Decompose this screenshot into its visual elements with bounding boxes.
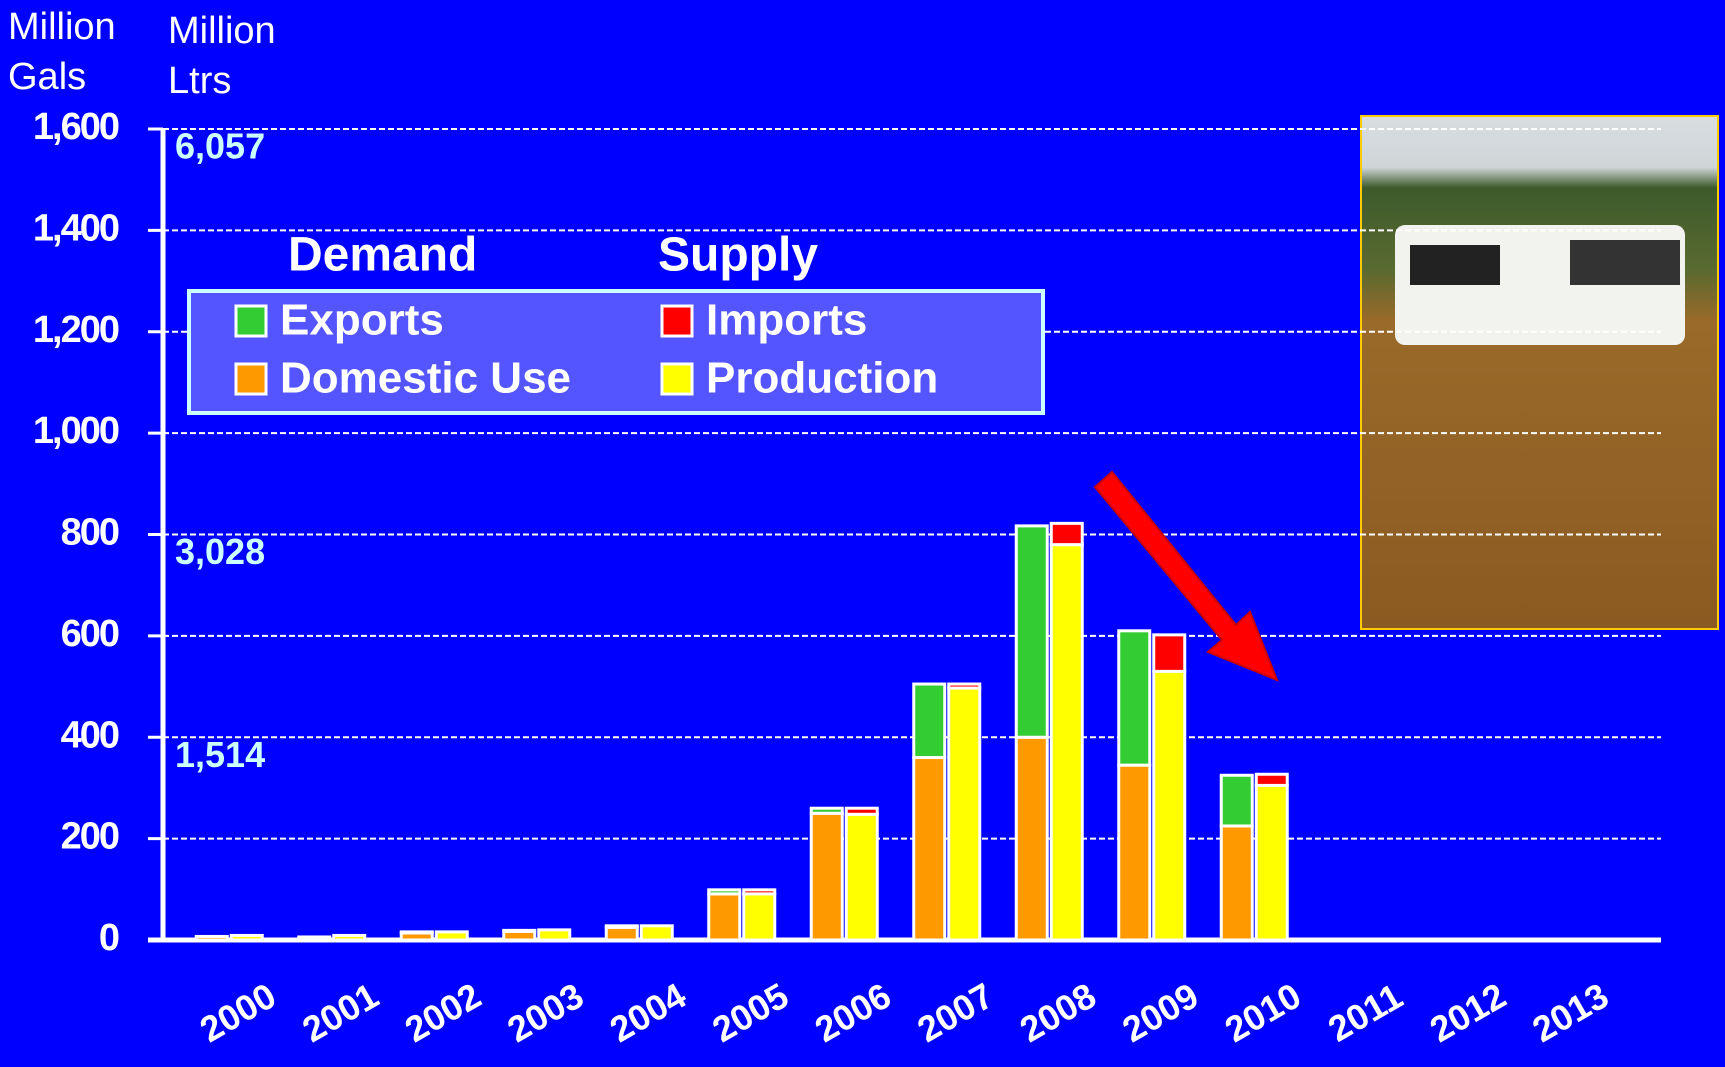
y-tick-label: 1,000 <box>33 410 119 452</box>
bar-segment <box>1117 763 1152 942</box>
bar-segment <box>194 934 229 942</box>
legend-title: Supply <box>658 229 818 282</box>
legend-title: Demand <box>288 229 477 282</box>
legend-label: Exports <box>280 296 444 345</box>
bar-segment <box>229 933 264 942</box>
legend-swatch <box>234 304 268 338</box>
x-tick-label: 2008 <box>1013 975 1103 1051</box>
bar-segment <box>1219 824 1254 942</box>
bar-segment <box>742 892 777 942</box>
y2-tick-label: 6,057 <box>175 126 265 167</box>
legend-swatch <box>660 304 694 338</box>
y-tick-label: 600 <box>61 613 119 655</box>
bar-segment <box>297 935 332 942</box>
bar-segment <box>947 686 982 942</box>
x-tick-label: 2007 <box>910 975 1000 1051</box>
bar-segment <box>1219 773 1254 828</box>
x-tick-label: 2011 <box>1321 975 1409 1050</box>
bar-segment <box>639 924 674 942</box>
bar-segment <box>1152 633 1187 673</box>
bar-segment <box>947 682 982 690</box>
bar-segment <box>502 928 537 933</box>
x-tick-label: 2002 <box>398 975 488 1051</box>
x-tick-label: 2012 <box>1423 975 1513 1051</box>
y-tick-label: 1,600 <box>33 106 119 148</box>
photo <box>1360 115 1719 630</box>
legend-label: Production <box>706 354 938 403</box>
bar-segment <box>707 888 742 896</box>
bar-segment <box>1254 783 1289 942</box>
x-tick-label: 2003 <box>500 975 590 1051</box>
x-tick-label: 2009 <box>1115 975 1205 1051</box>
bar-segment <box>1014 524 1049 739</box>
bar-segment <box>537 928 572 942</box>
x-tick-label: 2013 <box>1525 975 1615 1051</box>
legend-swatch <box>660 362 694 396</box>
bar-segment <box>604 924 639 929</box>
bar-segment <box>809 806 844 815</box>
bar-segment <box>332 933 367 942</box>
trend-arrow <box>1093 470 1279 682</box>
legend-swatch <box>234 362 268 396</box>
y-tick-label: 200 <box>61 816 119 858</box>
y-tick-label: 400 <box>61 714 119 756</box>
bar-segment <box>742 888 777 896</box>
bar-segment <box>434 930 469 942</box>
y-tick-label: 1,400 <box>33 207 119 249</box>
y-tick-label: 0 <box>99 917 119 959</box>
y-tick-label: 1,200 <box>33 309 119 351</box>
legend: Demand Exports Domestic Use Supply Imports Pr… <box>187 229 1045 415</box>
bar-segment <box>1117 629 1152 767</box>
bar-segment <box>604 925 639 942</box>
x-tick-label: 2006 <box>808 975 898 1051</box>
bar-segment <box>912 682 947 760</box>
bar-segment <box>1254 772 1289 787</box>
bar-segment <box>809 811 844 942</box>
y2-tick-label: 1,514 <box>175 734 265 775</box>
legend-label: Imports <box>706 296 867 345</box>
bar-segment <box>399 930 434 935</box>
bar-segment <box>1152 669 1187 942</box>
y2-tick-label: 3,028 <box>175 531 265 572</box>
y2-axis-label: Million Ltrs <box>168 10 276 102</box>
x-tick-label: 2005 <box>705 975 795 1051</box>
y-axis-label: Million Gals <box>8 6 116 98</box>
legend-label: Domestic Use <box>280 354 571 403</box>
bar-segment <box>844 812 879 942</box>
x-tick-label: 2010 <box>1218 975 1308 1051</box>
x-tick-label: 2001 <box>295 975 385 1051</box>
bar-segment <box>912 756 947 942</box>
y-tick-label: 800 <box>61 512 119 554</box>
bar-segment <box>844 806 879 816</box>
x-tick-label: 2000 <box>193 975 283 1051</box>
bar-segment <box>1014 735 1049 942</box>
bar-segment <box>707 892 742 942</box>
bar-segment <box>1049 543 1084 942</box>
x-tick-label: 2004 <box>603 975 693 1051</box>
bar-segment <box>1049 521 1084 547</box>
